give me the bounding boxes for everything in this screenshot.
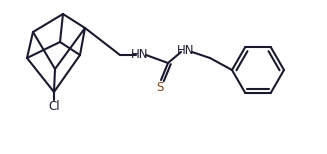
Text: Cl: Cl <box>48 99 60 113</box>
Text: HN: HN <box>177 43 195 57</box>
Text: S: S <box>156 81 164 93</box>
Text: HN: HN <box>131 47 149 61</box>
